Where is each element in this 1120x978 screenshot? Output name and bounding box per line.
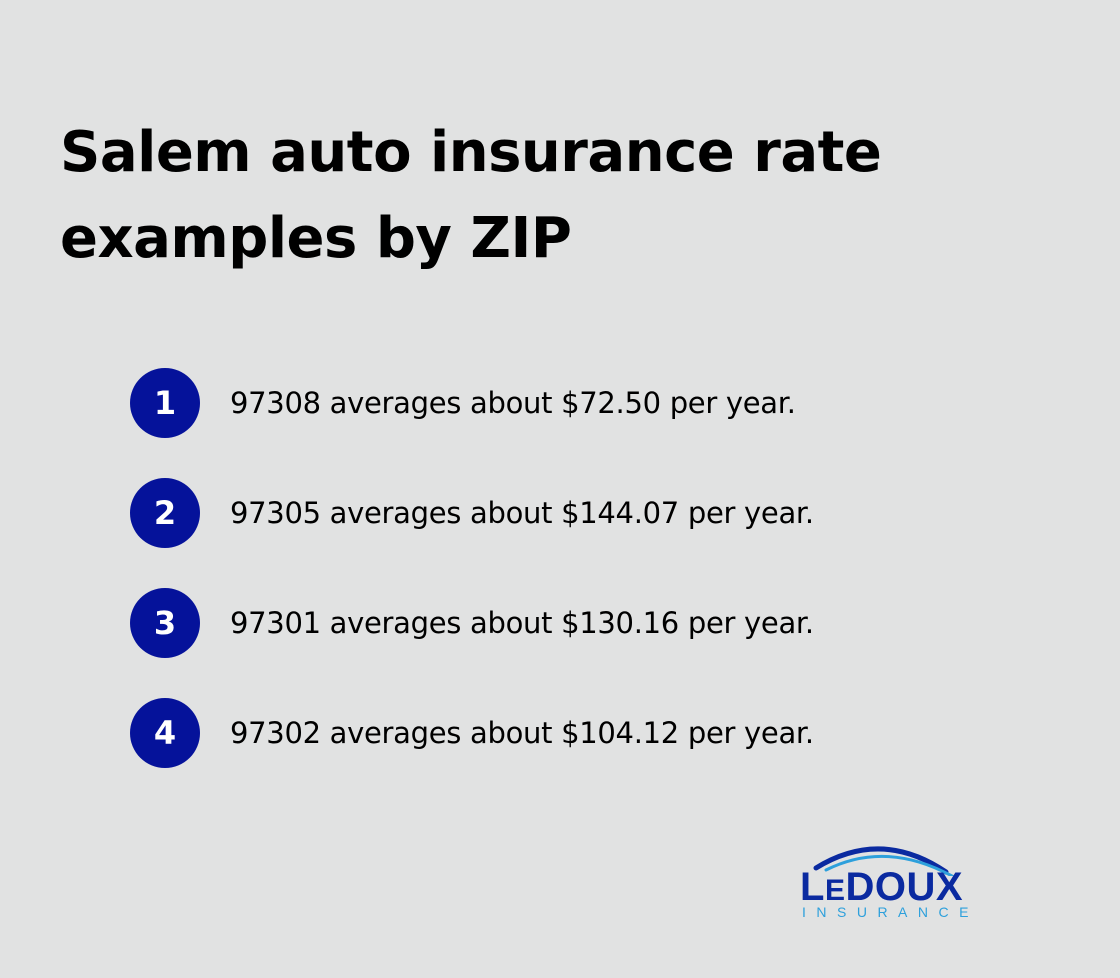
page-title: Salem auto insurance rate examples by ZI… <box>60 120 882 271</box>
number-badge: 3 <box>130 588 200 658</box>
list-item-text: 97305 averages about $144.07 per year. <box>230 496 814 530</box>
list-item-text: 97302 averages about $104.12 per year. <box>230 716 814 750</box>
ledoux-logo: LEDOUX INSURANCE <box>796 836 974 922</box>
list-item: 2 97305 averages about $144.07 per year. <box>130 478 814 548</box>
list-item: 3 97301 averages about $130.16 per year. <box>130 588 814 658</box>
logo-arc-icon <box>813 846 954 876</box>
number-badge: 4 <box>130 698 200 768</box>
list-item-text: 97301 averages about $130.16 per year. <box>230 606 814 640</box>
logo-name-text: LEDOUX <box>800 865 964 909</box>
logo-tagline: INSURANCE <box>802 904 979 920</box>
rate-list: 1 97308 averages about $72.50 per year. … <box>130 368 814 808</box>
logo-wordmark: LEDOUX <box>800 866 963 912</box>
number-badge: 1 <box>130 368 200 438</box>
list-item-text: 97308 averages about $72.50 per year. <box>230 386 796 420</box>
list-item: 4 97302 averages about $104.12 per year. <box>130 698 814 768</box>
list-item: 1 97308 averages about $72.50 per year. <box>130 368 814 438</box>
number-badge: 2 <box>130 478 200 548</box>
